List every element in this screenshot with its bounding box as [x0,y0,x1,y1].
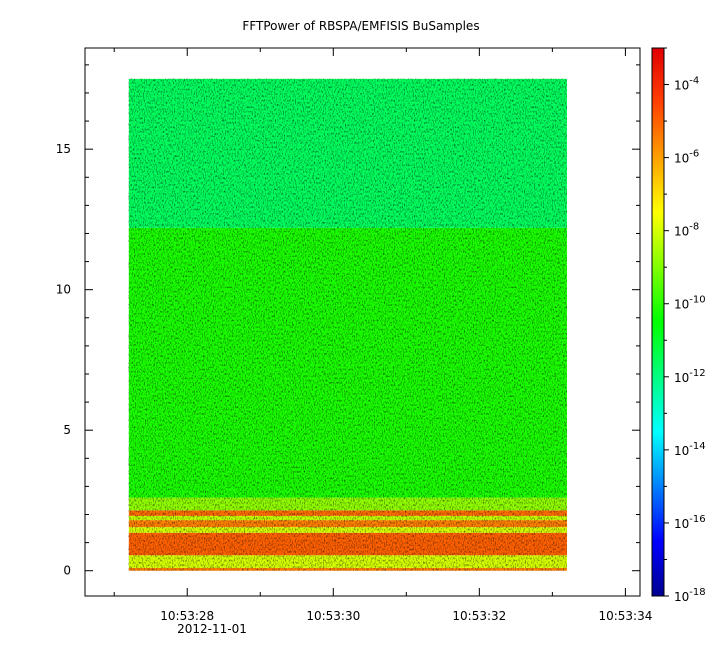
colorbar-tick-label: 10-6 [674,149,699,166]
x-tick-label: 10:53:30 [306,609,360,623]
colorbar-tick-label: 10-10 [674,295,706,312]
x-tick-label: 10:53:34 [598,609,652,623]
y-tick-label: 0 [63,564,71,578]
colorbar [651,47,665,597]
colorbar-tick-label: 10-8 [674,222,699,239]
colorbar-tick-label: 10-18 [674,587,706,604]
colorbar-axis: 10-18 10-16 10-14 10-12 10-10 10-8 10-6 10-4 [664,47,706,604]
y-tick-label: 5 [63,423,71,437]
y-tick-label: 15 [56,142,71,156]
chart-title: FFTPower of RBSPA/EMFISIS BuSamples [242,19,479,33]
colorbar-tick-label: 10-16 [674,514,706,531]
y-tick-label: 10 [56,283,71,297]
x-axis: 10:53:28 10:53:30 10:53:32 10:53:34 [113,48,652,623]
y-axis: 0 5 10 15 [56,64,640,578]
colorbar-tick-label: 10-4 [674,76,699,93]
heatmap-texture [128,78,567,571]
colorbar-tick-label: 10-12 [674,368,706,385]
x-axis-date-label: 2012-11-01 [177,622,247,636]
heatmap [128,78,567,571]
x-tick-label: 10:53:28 [160,609,214,623]
colorbar-tick-label: 10-14 [674,441,706,458]
x-tick-label: 10:53:32 [452,609,506,623]
